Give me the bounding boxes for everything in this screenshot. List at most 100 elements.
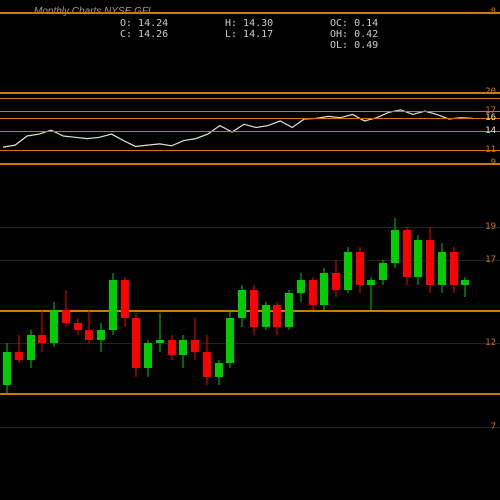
- stock-chart: Monthly Charts NYSE GFI O: 14.24H: 14.30…: [0, 0, 500, 500]
- candle-body: [238, 290, 246, 318]
- candle-body: [179, 340, 187, 355]
- candle-body: [50, 310, 58, 343]
- ohlc-cell: [225, 40, 300, 51]
- axis-label: 17: [485, 255, 496, 265]
- candle-wick: [42, 310, 43, 352]
- candle-body: [226, 318, 234, 363]
- ohlc-row-1: O: 14.24H: 14.30OC: 0.14: [120, 18, 405, 29]
- candle-body: [426, 240, 434, 285]
- candle-body: [132, 318, 140, 368]
- candle-body: [438, 252, 446, 285]
- axis-label: 19: [485, 222, 496, 232]
- candle: [344, 210, 352, 460]
- candle-body: [203, 352, 211, 377]
- candle: [403, 210, 411, 460]
- candle: [414, 210, 422, 460]
- candle-body: [156, 340, 164, 343]
- candle-body: [273, 305, 281, 327]
- candle: [168, 210, 176, 460]
- price-line: [3, 110, 473, 147]
- candle: [38, 210, 46, 460]
- axis-label: 14: [485, 126, 496, 136]
- candle: [309, 210, 317, 460]
- candle-body: [15, 352, 23, 360]
- candle: [179, 210, 187, 460]
- candle: [332, 210, 340, 460]
- candle: [97, 210, 105, 460]
- candle-body: [215, 363, 223, 376]
- footer-region: [0, 460, 500, 500]
- candle: [62, 210, 70, 460]
- candle: [297, 210, 305, 460]
- candle: [226, 210, 234, 460]
- candle-body: [403, 230, 411, 277]
- ohlc-cell: H: 14.30: [225, 18, 300, 29]
- candle: [156, 210, 164, 460]
- candle: [85, 210, 93, 460]
- candle-body: [144, 343, 152, 368]
- candle-body: [168, 340, 176, 355]
- candle: [50, 210, 58, 460]
- candle-body: [262, 305, 270, 327]
- candle-body: [367, 280, 375, 285]
- candle: [356, 210, 364, 460]
- candle-body: [285, 293, 293, 326]
- candle: [438, 210, 446, 460]
- axis-label: 11: [485, 145, 496, 155]
- support-line: [0, 131, 500, 132]
- candle-body: [62, 310, 70, 323]
- ohlc-cell: C: 14.26: [120, 29, 195, 40]
- spacer-region: 8: [0, 170, 500, 210]
- axis-label: 9: [491, 158, 496, 168]
- candle-body: [38, 335, 46, 343]
- candle: [320, 210, 328, 460]
- candle: [391, 210, 399, 460]
- ohlc-cell: [120, 40, 195, 51]
- candle-body: [356, 252, 364, 285]
- candle-body: [74, 323, 82, 330]
- candle: [250, 210, 258, 460]
- candle-body: [97, 330, 105, 340]
- candle-body: [27, 335, 35, 360]
- candle-body: [332, 273, 340, 290]
- axis-label: 8: [491, 7, 496, 17]
- candle: [379, 210, 387, 460]
- candle-wick: [159, 313, 160, 351]
- support-line: [0, 118, 500, 119]
- candle: [109, 210, 117, 460]
- support-line: [0, 98, 500, 99]
- candle-body: [461, 280, 469, 285]
- candle-body: [344, 252, 352, 290]
- candle: [132, 210, 140, 460]
- candle-body: [391, 230, 399, 263]
- candle: [273, 210, 281, 460]
- support-line: [0, 12, 500, 14]
- support-line: [0, 163, 500, 165]
- axis-label: 16: [485, 113, 496, 123]
- ohlc-cell: O: 14.24: [120, 18, 195, 29]
- ohlc-row-3: OL: 0.49: [120, 40, 405, 51]
- ohlc-cell: OL: 0.49: [330, 40, 405, 51]
- candle-body: [191, 340, 199, 352]
- axis-label: 12: [485, 338, 496, 348]
- candle: [238, 210, 246, 460]
- ohlc-row-2: C: 14.26L: 14.17OH: 0.42: [120, 29, 405, 40]
- candle-body: [250, 290, 258, 327]
- support-line: [0, 92, 500, 94]
- candle: [15, 210, 23, 460]
- candle: [450, 210, 458, 460]
- candle-body: [414, 240, 422, 277]
- candle-body: [121, 280, 129, 318]
- candle: [203, 210, 211, 460]
- candle: [191, 210, 199, 460]
- candle-body: [450, 252, 458, 285]
- ohlc-cell: L: 14.17: [225, 29, 300, 40]
- candle: [367, 210, 375, 460]
- candle-body: [109, 280, 117, 330]
- candle-body: [85, 330, 93, 340]
- candle: [144, 210, 152, 460]
- candle: [74, 210, 82, 460]
- axis-label: 20: [485, 87, 496, 97]
- candle-body: [3, 352, 11, 385]
- candle: [27, 210, 35, 460]
